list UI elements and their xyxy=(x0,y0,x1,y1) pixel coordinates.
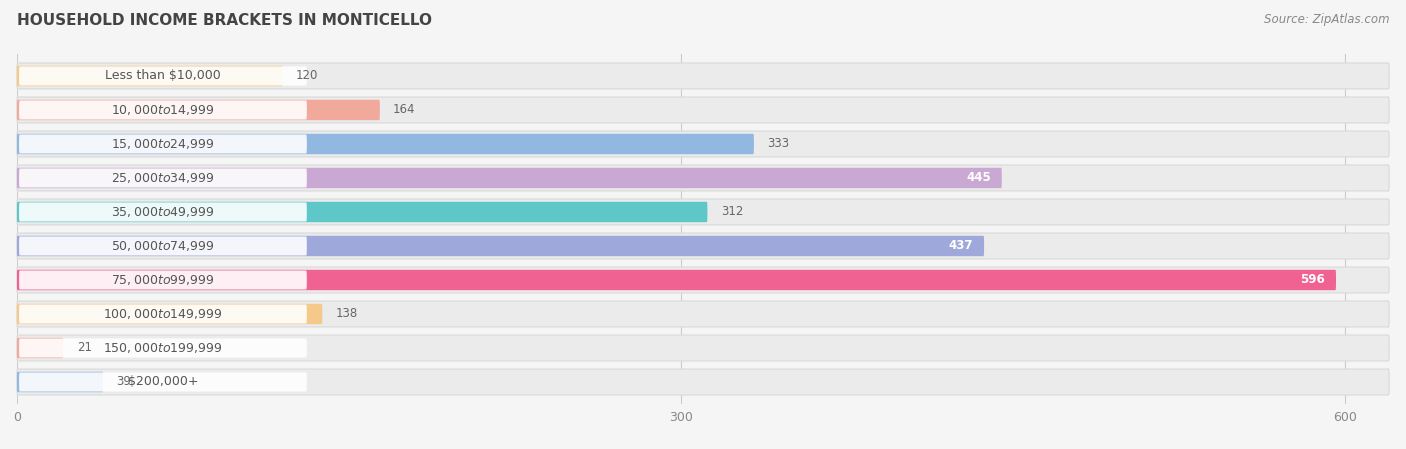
FancyBboxPatch shape xyxy=(20,339,307,357)
FancyBboxPatch shape xyxy=(20,134,307,154)
FancyBboxPatch shape xyxy=(17,236,984,256)
FancyBboxPatch shape xyxy=(17,304,322,324)
Text: $75,000 to $99,999: $75,000 to $99,999 xyxy=(111,273,215,287)
FancyBboxPatch shape xyxy=(17,369,1389,395)
Text: $50,000 to $74,999: $50,000 to $74,999 xyxy=(111,239,215,253)
FancyBboxPatch shape xyxy=(17,267,1389,293)
FancyBboxPatch shape xyxy=(17,199,1389,225)
Text: 445: 445 xyxy=(966,172,991,185)
Text: $200,000+: $200,000+ xyxy=(128,375,198,388)
Text: 21: 21 xyxy=(77,342,91,355)
Text: Less than $10,000: Less than $10,000 xyxy=(105,70,221,83)
FancyBboxPatch shape xyxy=(17,168,1002,188)
FancyBboxPatch shape xyxy=(20,237,307,255)
FancyBboxPatch shape xyxy=(17,372,103,392)
Text: HOUSEHOLD INCOME BRACKETS IN MONTICELLO: HOUSEHOLD INCOME BRACKETS IN MONTICELLO xyxy=(17,13,432,28)
Text: $35,000 to $49,999: $35,000 to $49,999 xyxy=(111,205,215,219)
Text: 596: 596 xyxy=(1301,273,1324,286)
FancyBboxPatch shape xyxy=(17,100,380,120)
FancyBboxPatch shape xyxy=(20,373,307,392)
FancyBboxPatch shape xyxy=(20,304,307,324)
FancyBboxPatch shape xyxy=(17,66,283,86)
Text: $15,000 to $24,999: $15,000 to $24,999 xyxy=(111,137,215,151)
Text: 39: 39 xyxy=(117,375,131,388)
FancyBboxPatch shape xyxy=(17,63,1389,89)
FancyBboxPatch shape xyxy=(17,233,1389,259)
Text: $100,000 to $149,999: $100,000 to $149,999 xyxy=(103,307,222,321)
Text: $150,000 to $199,999: $150,000 to $199,999 xyxy=(103,341,222,355)
FancyBboxPatch shape xyxy=(17,97,1389,123)
FancyBboxPatch shape xyxy=(17,270,1336,290)
Text: 333: 333 xyxy=(768,137,789,150)
FancyBboxPatch shape xyxy=(17,335,1389,361)
FancyBboxPatch shape xyxy=(20,101,307,119)
Text: 312: 312 xyxy=(721,206,744,219)
FancyBboxPatch shape xyxy=(17,134,754,154)
FancyBboxPatch shape xyxy=(17,131,1389,157)
FancyBboxPatch shape xyxy=(17,301,1389,327)
Text: 138: 138 xyxy=(336,308,359,321)
FancyBboxPatch shape xyxy=(17,338,63,358)
FancyBboxPatch shape xyxy=(17,165,1389,191)
Text: 437: 437 xyxy=(949,239,973,252)
FancyBboxPatch shape xyxy=(20,270,307,290)
Text: 164: 164 xyxy=(394,103,416,116)
Text: Source: ZipAtlas.com: Source: ZipAtlas.com xyxy=(1264,13,1389,26)
Text: $25,000 to $34,999: $25,000 to $34,999 xyxy=(111,171,215,185)
Text: $10,000 to $14,999: $10,000 to $14,999 xyxy=(111,103,215,117)
FancyBboxPatch shape xyxy=(20,66,307,85)
Text: 120: 120 xyxy=(295,70,318,83)
FancyBboxPatch shape xyxy=(17,202,707,222)
FancyBboxPatch shape xyxy=(20,168,307,188)
FancyBboxPatch shape xyxy=(20,202,307,221)
